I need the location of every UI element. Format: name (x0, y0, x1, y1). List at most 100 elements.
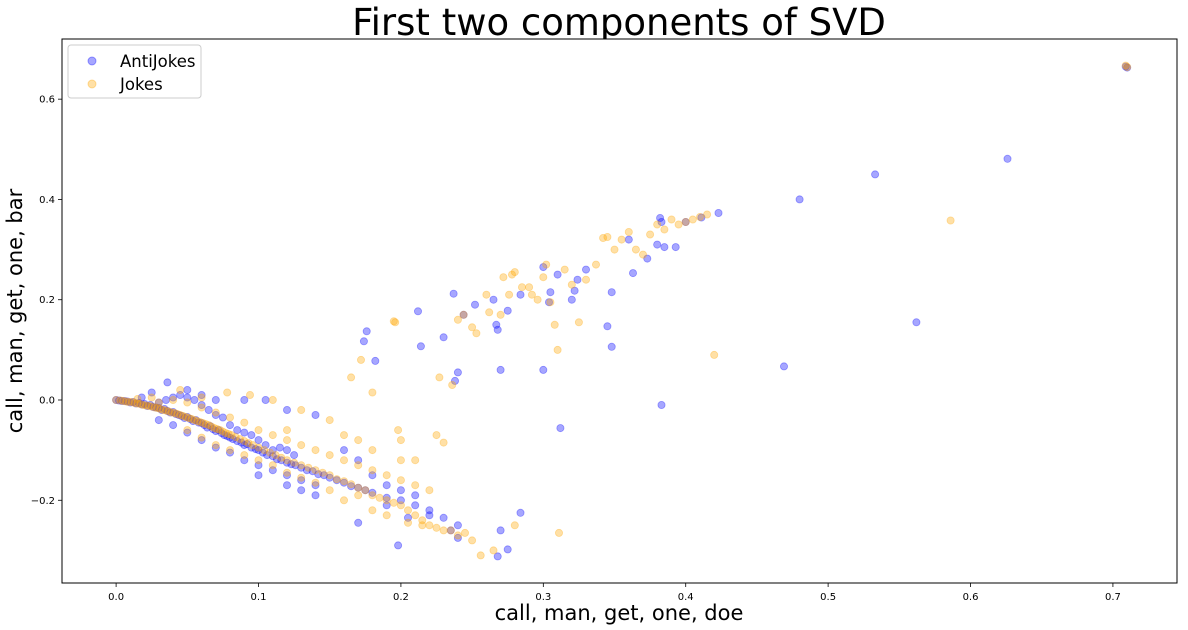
data-point (247, 431, 256, 440)
data-point (607, 342, 616, 351)
data-point (570, 286, 579, 295)
data-point (161, 395, 170, 404)
x-tick-label: 0.4 (678, 592, 694, 603)
data-point (432, 523, 441, 532)
data-point (311, 491, 320, 500)
data-point (163, 378, 172, 387)
data-point (176, 385, 185, 394)
data-point (180, 413, 189, 422)
data-point (795, 195, 804, 204)
data-point (411, 491, 420, 500)
data-point (453, 315, 462, 324)
plot-area (62, 39, 1177, 583)
data-point (166, 408, 175, 417)
data-point (656, 213, 665, 222)
data-point (115, 396, 124, 405)
data-point (653, 220, 662, 229)
data-point (112, 395, 121, 404)
data-point (453, 531, 462, 540)
data-point (275, 443, 284, 452)
data-point (311, 446, 320, 455)
y-tick-label: 0.4 (39, 195, 55, 206)
data-point (208, 425, 217, 434)
data-point (282, 468, 291, 477)
data-point (516, 508, 525, 517)
data-point (439, 513, 448, 522)
data-point (244, 439, 253, 448)
data-point (482, 290, 491, 299)
data-point (339, 431, 348, 440)
data-point (290, 451, 299, 460)
data-point (163, 406, 172, 415)
data-point (493, 325, 502, 334)
data-point (156, 404, 165, 413)
data-point (946, 216, 955, 225)
y-tick-label: 0.6 (39, 95, 55, 106)
data-point (574, 318, 583, 327)
x-tick-label: 0.1 (251, 592, 267, 603)
data-point (912, 318, 921, 327)
data-point (368, 388, 377, 397)
data-point (368, 471, 377, 480)
data-point (450, 376, 459, 385)
data-point (176, 390, 185, 399)
x-tick-label: 0.7 (1105, 592, 1121, 603)
data-point (169, 395, 178, 404)
data-point (197, 393, 206, 402)
data-point (247, 443, 256, 452)
data-point (493, 552, 502, 561)
data-point (354, 518, 363, 527)
data-point (607, 288, 616, 297)
data-point (154, 398, 163, 407)
data-point (261, 441, 270, 450)
data-point (206, 422, 215, 431)
y-tick-label: 0.0 (39, 395, 55, 406)
data-point (425, 521, 434, 530)
data-point (639, 250, 648, 259)
data-point (425, 506, 434, 515)
data-point (657, 400, 666, 409)
data-point (282, 436, 291, 445)
data-point (159, 405, 168, 414)
data-point (368, 488, 377, 497)
data-point (382, 496, 391, 505)
data-point (411, 456, 420, 465)
data-point (542, 260, 551, 269)
data-point (603, 232, 612, 241)
data-point (268, 395, 277, 404)
data-point (261, 395, 270, 404)
data-point (171, 409, 180, 418)
data-point (446, 526, 455, 535)
data-point (308, 467, 317, 476)
data-point (539, 273, 548, 282)
data-point (272, 455, 281, 464)
data-point (225, 421, 234, 430)
data-point (254, 436, 263, 445)
data-point (653, 240, 662, 249)
data-point (411, 501, 420, 510)
data-point (319, 471, 328, 480)
data-point (154, 398, 163, 407)
data-point (518, 283, 527, 292)
data-point (459, 310, 468, 319)
data-point (297, 476, 306, 485)
data-point (681, 217, 690, 226)
data-point (485, 308, 494, 317)
y-axis-label: call, man, get, one, bar (3, 188, 27, 433)
data-point (183, 412, 192, 421)
data-point (228, 435, 237, 444)
data-point (147, 402, 156, 411)
data-point (382, 471, 391, 480)
plot-frame (61, 38, 1178, 584)
data-point (347, 480, 356, 489)
data-point (629, 269, 638, 278)
x-axis: 0.0 0.1 0.2 0.3 0.4 0.5 0.6 0.7 (108, 583, 1121, 603)
data-point (173, 409, 182, 418)
data-point (218, 413, 227, 422)
data-point (260, 446, 269, 455)
legend-label-antijokes: AntiJokes (120, 52, 195, 71)
data-point (553, 270, 562, 279)
data-point (204, 405, 213, 414)
data-point (449, 289, 458, 298)
